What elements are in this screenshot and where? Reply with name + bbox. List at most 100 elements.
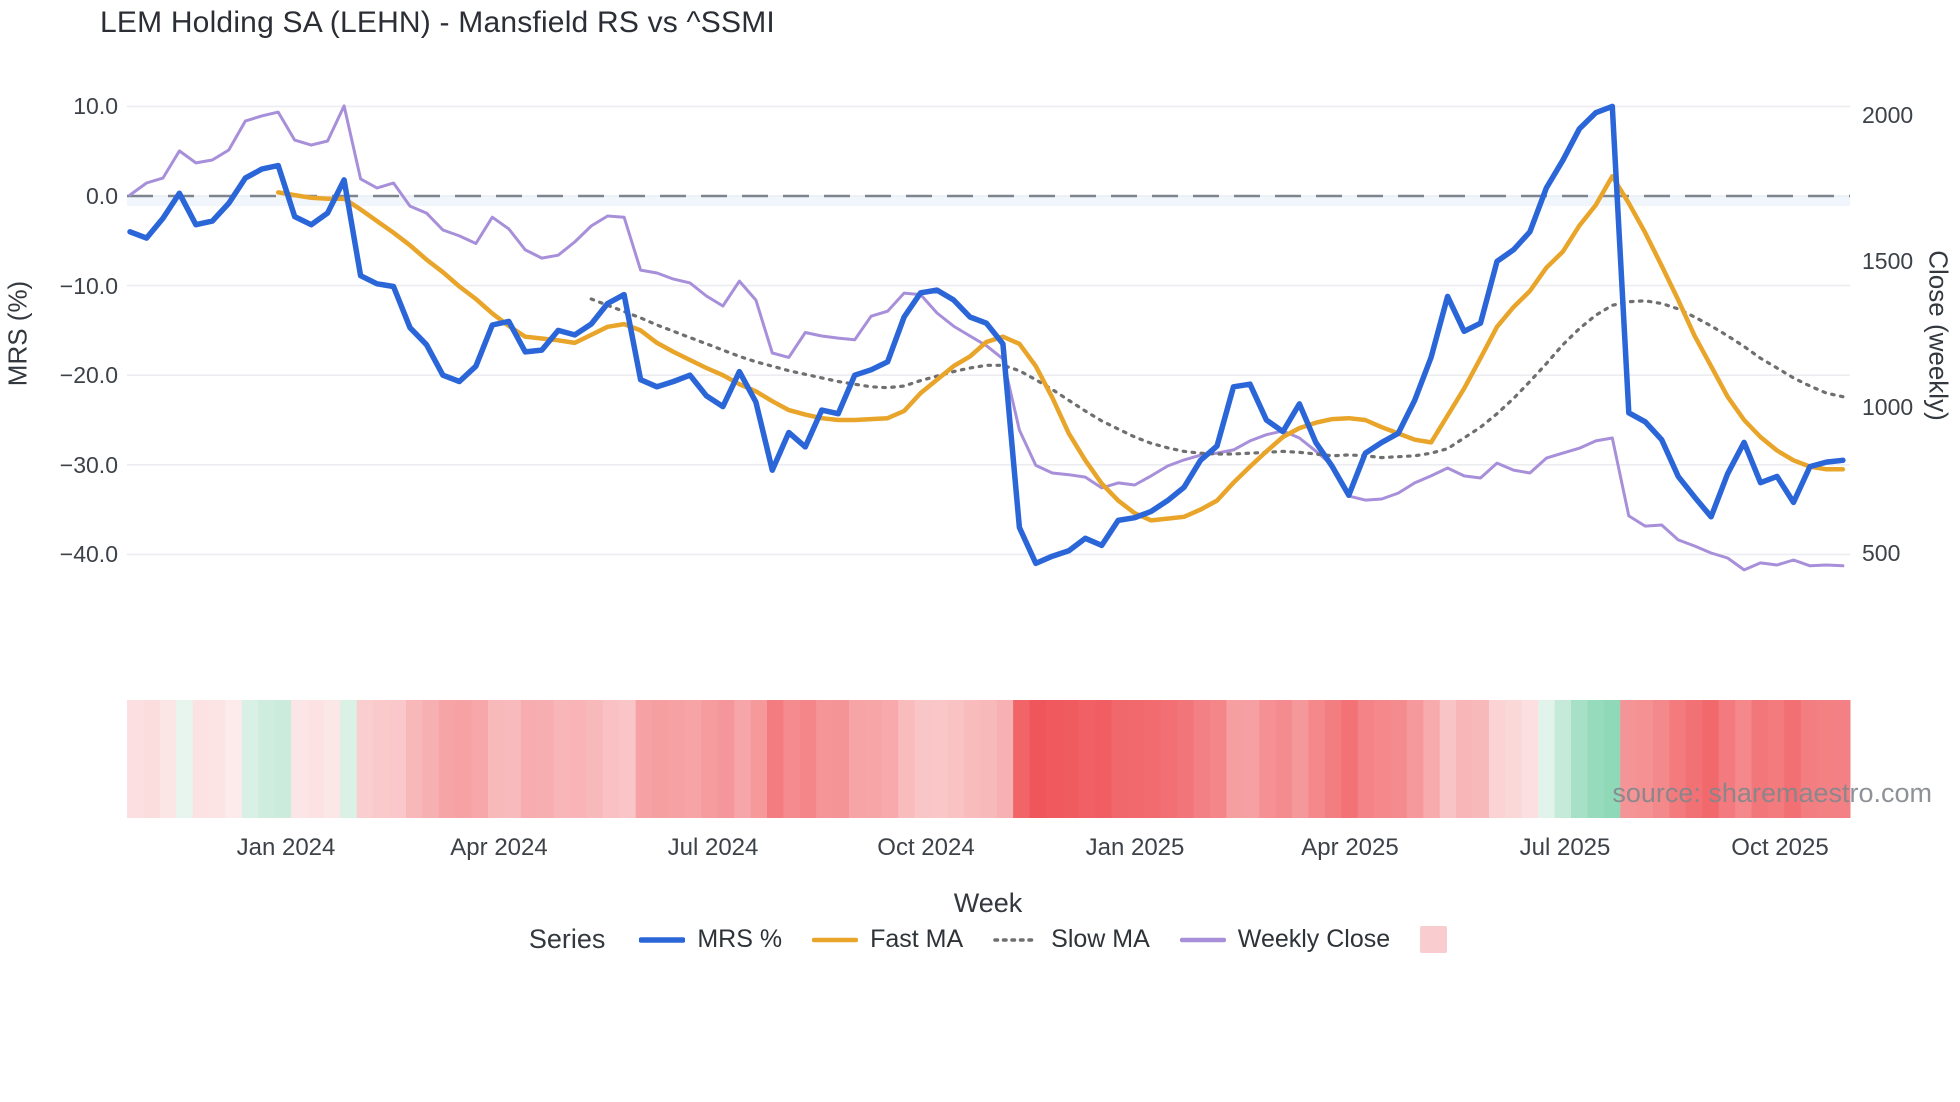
heatmap-cell <box>1275 700 1293 818</box>
legend-line-swatch <box>812 937 859 942</box>
heatmap-cell <box>898 700 916 818</box>
legend-item-mrs-: MRS % <box>639 925 782 954</box>
heatmap-cell <box>241 700 259 818</box>
heatmap-cell <box>438 700 456 818</box>
heatmap-cell <box>1800 700 1818 818</box>
heatmap-cell <box>1669 700 1687 818</box>
heatmap-cell <box>1488 700 1506 818</box>
heatmap-cell <box>1554 700 1572 818</box>
x-tick-label: Oct 2024 <box>877 834 975 861</box>
heatmap-cell <box>1078 700 1096 818</box>
heatmap-cell <box>865 700 883 818</box>
legend-item-slow-ma: Slow MA <box>993 925 1150 954</box>
heatmap-cell <box>471 700 489 818</box>
heatmap-cell <box>1603 700 1621 818</box>
heatmap-cell <box>1423 700 1441 818</box>
x-tick-label: Jan 2024 <box>236 834 336 861</box>
left-tick-label: −20.0 <box>59 362 118 389</box>
series-line-fast-ma <box>275 174 1846 523</box>
heatmap-cell <box>389 700 407 818</box>
heatmap-cell <box>209 700 226 818</box>
heatmap-cell <box>1062 700 1080 818</box>
legend-label: Weekly Close <box>1237 925 1391 953</box>
heatmap-cell <box>849 700 866 818</box>
heatmap-cell <box>963 700 981 818</box>
heatmap-cell <box>1505 700 1523 818</box>
heatmap-cell <box>1538 700 1556 818</box>
heatmap-cell <box>1177 700 1195 818</box>
heatmap-cell <box>1013 700 1031 818</box>
heatmap-cell <box>356 700 374 818</box>
heatmap-cell <box>1456 700 1474 818</box>
x-tick-label: Oct 2025 <box>1731 834 1829 861</box>
heatmap-cell <box>1406 700 1424 818</box>
right-tick-label: 2000 <box>1862 102 1914 128</box>
heatmap-cell <box>1620 700 1638 818</box>
heatmap-cell <box>1341 700 1359 818</box>
heatmap-cell <box>1127 700 1145 818</box>
heatmap-cell <box>816 700 834 818</box>
heatmap-cell <box>717 700 735 818</box>
heatmap-cell <box>1653 700 1670 818</box>
heatmap-cell <box>931 700 948 818</box>
x-tick-label: Apr 2024 <box>450 834 548 861</box>
legend-label: Fast MA <box>870 925 964 953</box>
heatmap-cell <box>586 700 604 818</box>
heatmap-cell <box>1636 700 1654 818</box>
heatmap-cell <box>1817 700 1835 818</box>
heatmap-cell <box>291 700 309 818</box>
legend-label: MRS % <box>697 925 783 953</box>
right-tick-label: 500 <box>1862 540 1901 566</box>
heatmap-cell <box>1685 700 1703 818</box>
heatmap-cell <box>1357 700 1375 818</box>
heatmap-cell <box>1702 700 1720 818</box>
heatmap-cell <box>1045 700 1063 818</box>
x-tick-label: Apr 2025 <box>1301 834 1399 861</box>
heatmap-cell <box>635 700 653 818</box>
legend-line-swatch <box>1179 937 1226 942</box>
watermark: source: sharemaestro.com <box>1612 778 1932 808</box>
chart-title: LEM Holding SA (LEHN) - Mansfield RS vs … <box>100 6 775 39</box>
legend-title: Series <box>528 924 606 954</box>
left-tick-label: −30.0 <box>59 451 118 478</box>
heatmap-cell <box>652 700 670 818</box>
heatmap-cell <box>1521 700 1539 818</box>
heatmap-cell <box>405 700 423 818</box>
legend-label: Slow MA <box>1051 925 1150 953</box>
heatmap-cell <box>1833 700 1851 818</box>
heatmap-cell <box>274 700 292 818</box>
heatmap-cell <box>980 700 998 818</box>
heatmap-cell <box>914 700 932 818</box>
heatmap-cell <box>1390 700 1408 818</box>
heatmap-cell <box>1571 700 1588 818</box>
heatmap-cell <box>832 700 850 818</box>
legend-line-swatch <box>639 936 686 943</box>
heatmap-cell <box>1735 700 1753 818</box>
heatmap-cell <box>1587 700 1605 818</box>
heatmap-cell <box>1751 700 1769 818</box>
heatmap-cell <box>504 700 522 818</box>
heatmap-cell <box>668 700 686 818</box>
heatmap-cell <box>1210 700 1227 818</box>
x-tick-label: Jul 2025 <box>1519 834 1611 861</box>
heatmap-cell <box>373 700 391 818</box>
heatmap-cell <box>1472 700 1490 818</box>
heatmap-cell <box>258 700 276 818</box>
heatmap-cell <box>1095 700 1113 818</box>
heatmap-cell <box>225 700 243 818</box>
heatmap-cell <box>1193 700 1211 818</box>
heatmap-cell <box>881 700 899 818</box>
heatmap-cell <box>799 700 817 818</box>
heatmap-cell <box>488 700 505 818</box>
legend-item-weekly-close: Weekly Close <box>1179 925 1391 954</box>
heatmap-cell <box>553 700 571 818</box>
series-line-weekly-close <box>128 104 1845 572</box>
right-tick-label: 1500 <box>1862 248 1914 274</box>
heatmap-cell <box>1160 700 1178 818</box>
heatmap-cell <box>734 700 752 818</box>
legend-item-fast-ma: Fast MA <box>812 925 963 954</box>
heatmap-cell <box>684 700 702 818</box>
heatmap-cell <box>127 700 144 818</box>
heatmap-cell <box>1308 700 1326 818</box>
heatmap-cell <box>602 700 620 818</box>
